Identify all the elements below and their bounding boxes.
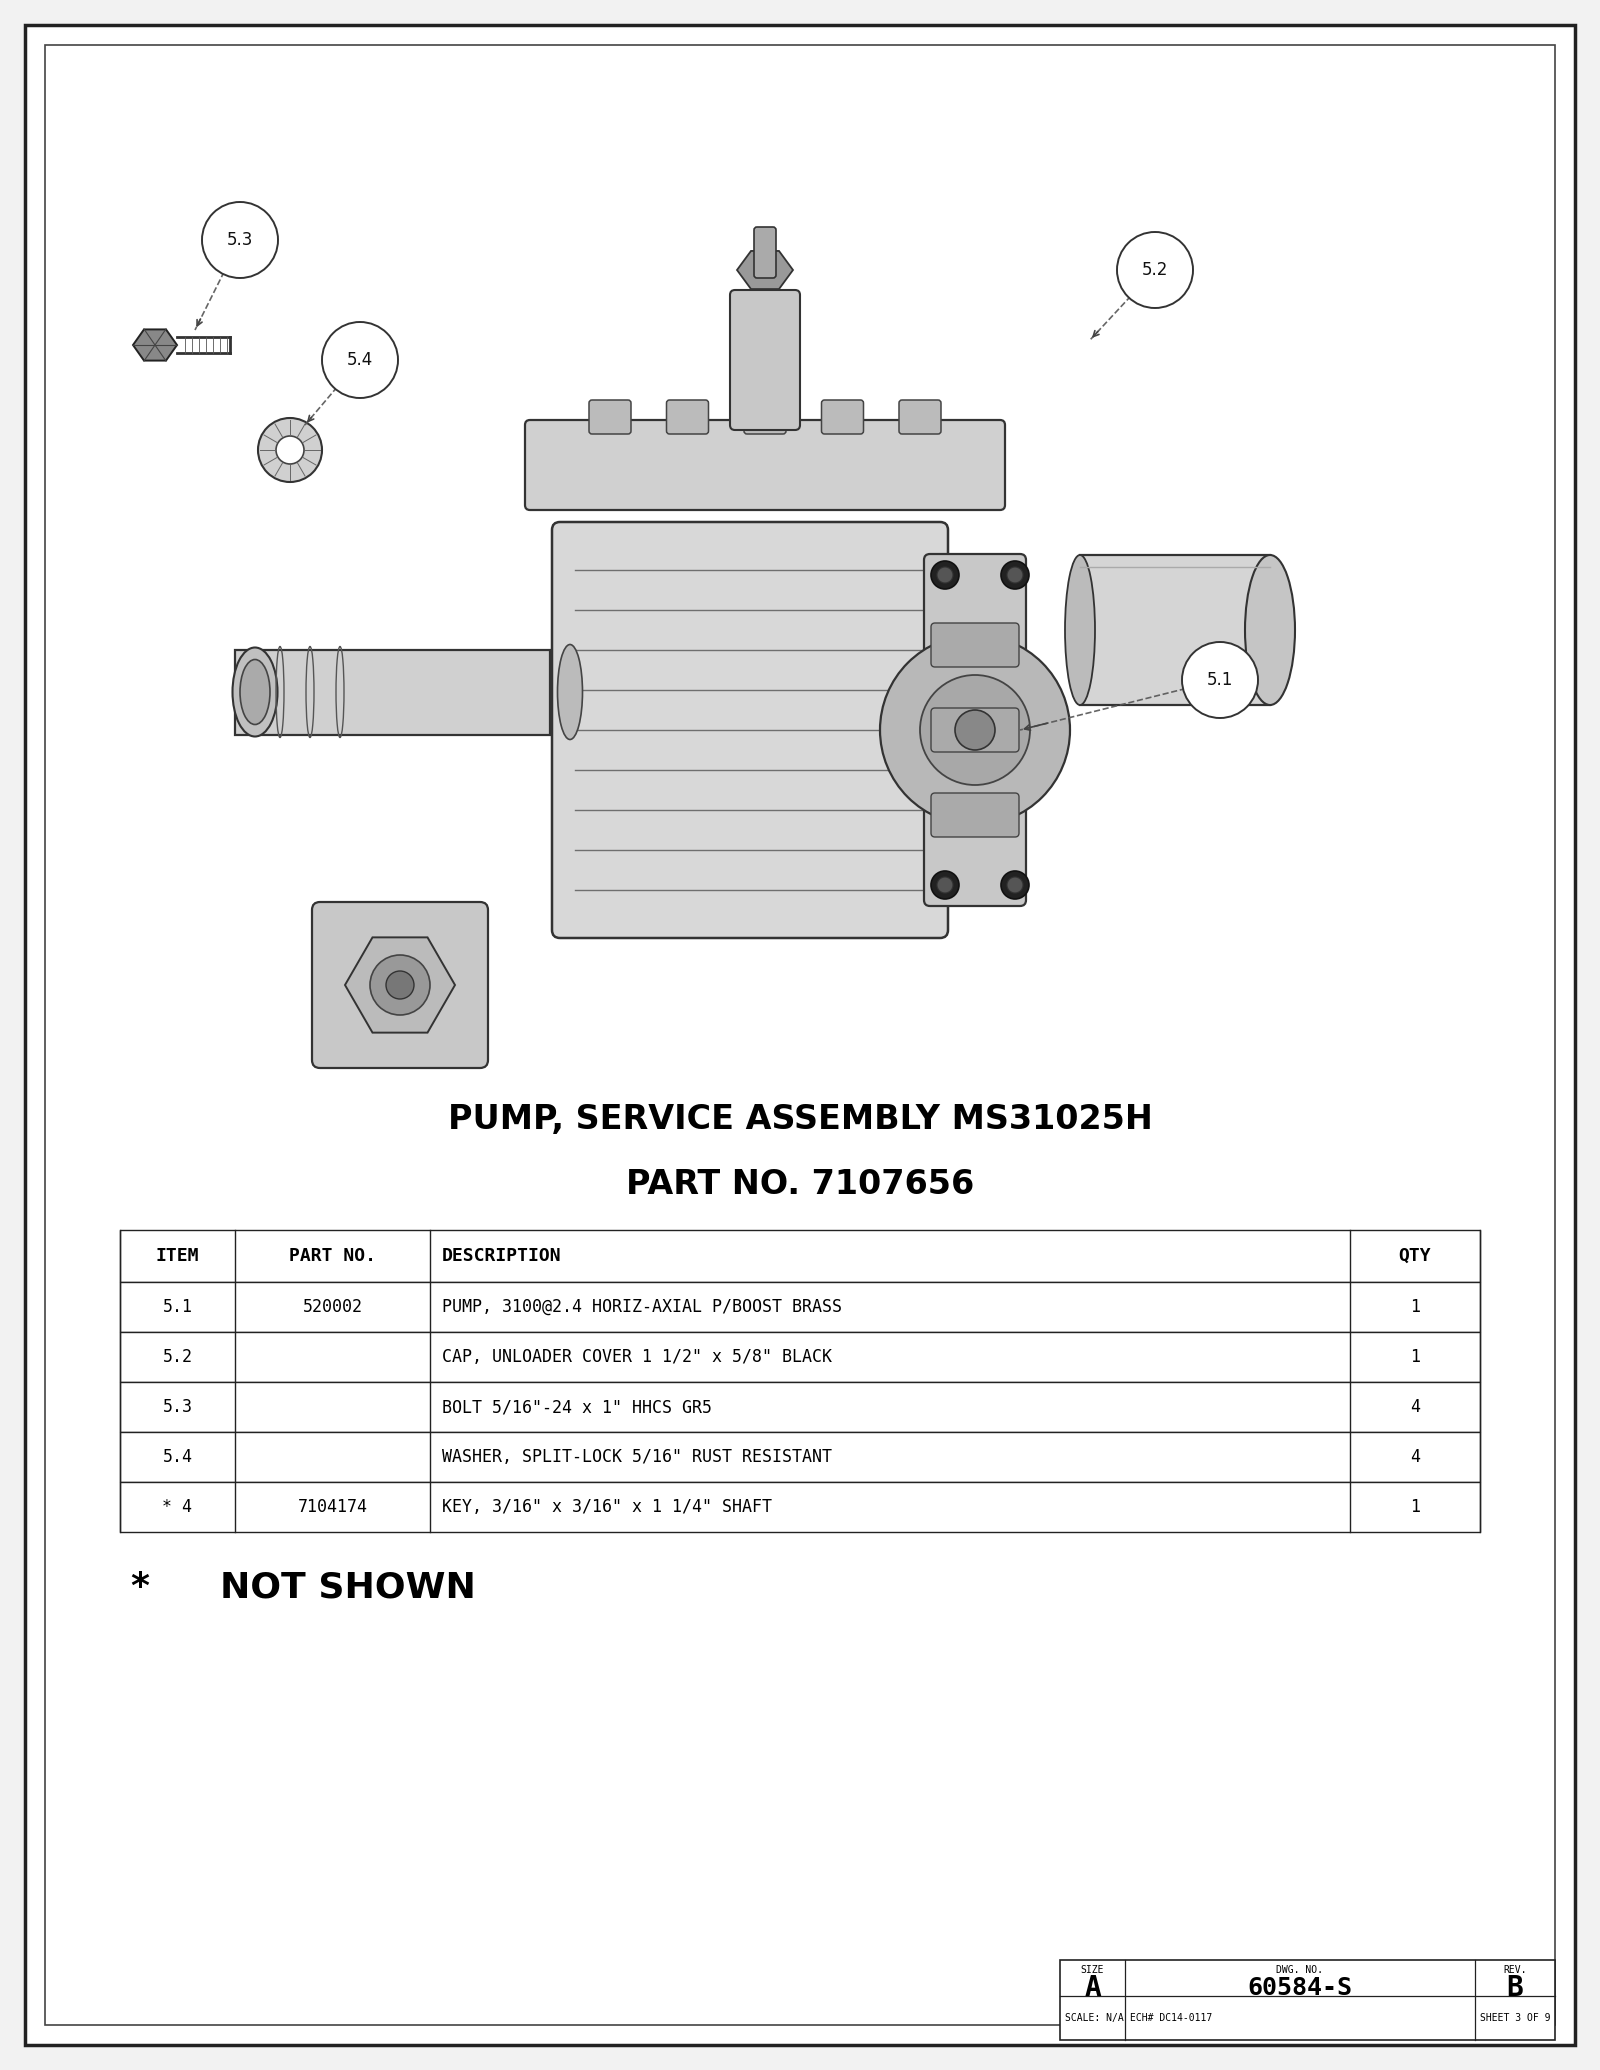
Text: PUMP, SERVICE ASSEMBLY MS31025H: PUMP, SERVICE ASSEMBLY MS31025H [448,1103,1152,1136]
FancyBboxPatch shape [1080,555,1270,706]
Text: 60584-S: 60584-S [1248,1977,1352,2000]
Text: 5.3: 5.3 [163,1397,192,1416]
FancyBboxPatch shape [120,1281,1480,1331]
Circle shape [920,675,1030,785]
Circle shape [931,561,958,590]
FancyBboxPatch shape [925,555,1026,907]
Text: DESCRIPTION: DESCRIPTION [442,1246,562,1265]
Text: 5.2: 5.2 [1142,261,1168,279]
FancyBboxPatch shape [754,228,776,277]
Text: QTY: QTY [1398,1246,1432,1265]
FancyBboxPatch shape [744,400,786,435]
Text: ECH# DC14-0117: ECH# DC14-0117 [1130,2012,1213,2022]
Text: WASHER, SPLIT-LOCK 5/16" RUST RESISTANT: WASHER, SPLIT-LOCK 5/16" RUST RESISTANT [442,1449,832,1466]
Text: SHEET 3 OF 9: SHEET 3 OF 9 [1480,2012,1550,2022]
FancyBboxPatch shape [120,1383,1480,1432]
Text: A: A [1085,1975,1101,2002]
Circle shape [277,437,304,464]
Polygon shape [133,329,178,360]
FancyBboxPatch shape [525,420,1005,509]
FancyBboxPatch shape [26,25,1574,2045]
Text: BOLT 5/16"-24 x 1" HHCS GR5: BOLT 5/16"-24 x 1" HHCS GR5 [442,1397,712,1416]
Text: 4: 4 [1410,1397,1421,1416]
FancyBboxPatch shape [120,1482,1480,1532]
Circle shape [1182,642,1258,718]
Text: B: B [1507,1975,1523,2002]
Ellipse shape [1066,555,1094,706]
Text: 5.4: 5.4 [163,1449,192,1466]
Ellipse shape [232,648,277,737]
FancyBboxPatch shape [120,1331,1480,1383]
Circle shape [880,635,1070,826]
Circle shape [938,567,954,584]
FancyBboxPatch shape [120,1432,1480,1482]
Text: REV.: REV. [1504,1964,1526,1975]
Text: SCALE: N/A: SCALE: N/A [1066,2012,1123,2022]
Text: ITEM: ITEM [155,1246,200,1265]
Text: 1: 1 [1410,1298,1421,1317]
Text: 520002: 520002 [302,1298,363,1317]
Circle shape [955,710,995,749]
Circle shape [1002,871,1029,898]
FancyBboxPatch shape [235,650,550,735]
Ellipse shape [1245,555,1294,706]
Polygon shape [738,250,794,290]
FancyBboxPatch shape [931,708,1019,751]
Text: *: * [130,1569,149,1604]
Circle shape [322,323,398,397]
Circle shape [386,971,414,1000]
Circle shape [202,203,278,277]
Circle shape [1002,561,1029,590]
Ellipse shape [240,660,270,724]
FancyBboxPatch shape [312,903,488,1068]
FancyBboxPatch shape [931,793,1019,836]
Circle shape [1006,878,1022,892]
Text: 1: 1 [1410,1348,1421,1366]
Circle shape [938,878,954,892]
Ellipse shape [557,644,582,739]
FancyBboxPatch shape [821,400,864,435]
Polygon shape [346,938,454,1033]
Circle shape [931,871,958,898]
Text: KEY, 3/16" x 3/16" x 1 1/4" SHAFT: KEY, 3/16" x 3/16" x 1 1/4" SHAFT [442,1499,771,1515]
Text: PART NO.: PART NO. [290,1246,376,1265]
FancyBboxPatch shape [552,522,947,938]
FancyBboxPatch shape [1059,1960,1555,2041]
Circle shape [258,418,322,482]
Circle shape [1006,567,1022,584]
Text: NOT SHOWN: NOT SHOWN [221,1569,475,1604]
FancyBboxPatch shape [589,400,630,435]
Text: PART NO. 7107656: PART NO. 7107656 [626,1167,974,1201]
FancyBboxPatch shape [931,623,1019,667]
Text: SIZE: SIZE [1080,1964,1104,1975]
Text: 5.1: 5.1 [163,1298,192,1317]
Text: 4: 4 [1410,1449,1421,1466]
Text: PUMP, 3100@2.4 HORIZ-AXIAL P/BOOST BRASS: PUMP, 3100@2.4 HORIZ-AXIAL P/BOOST BRASS [442,1298,842,1317]
FancyBboxPatch shape [899,400,941,435]
Text: CAP, UNLOADER COVER 1 1/2" x 5/8" BLACK: CAP, UNLOADER COVER 1 1/2" x 5/8" BLACK [442,1348,832,1366]
Text: 5.2: 5.2 [163,1348,192,1366]
Text: 7104174: 7104174 [298,1499,368,1515]
FancyBboxPatch shape [120,1230,1480,1281]
Text: DWG. NO.: DWG. NO. [1277,1964,1323,1975]
Circle shape [1117,232,1194,308]
Text: 1: 1 [1410,1499,1421,1515]
FancyBboxPatch shape [667,400,709,435]
Text: 5.1: 5.1 [1206,671,1234,689]
Text: * 4: * 4 [163,1499,192,1515]
Text: 5.4: 5.4 [347,352,373,368]
Circle shape [370,954,430,1014]
FancyBboxPatch shape [730,290,800,431]
Text: 5.3: 5.3 [227,232,253,248]
